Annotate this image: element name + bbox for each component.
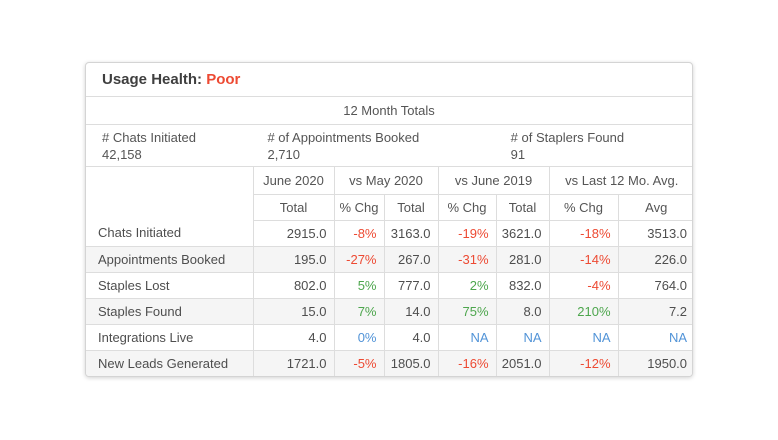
twelve-month-totals-header: 12 Month Totals: [86, 97, 692, 125]
kpi-row: # Chats Initiated 42,158 # of Appointmen…: [86, 125, 692, 167]
title-label: Usage Health:: [102, 71, 203, 88]
kpi-value: 42,158: [102, 147, 142, 162]
table-row: Staples Lost 802.0 5% 777.0 2% 832.0 -4% 764.0: [86, 272, 692, 299]
value-cell: 4.0: [252, 324, 334, 351]
value-cell: 777.0: [383, 272, 439, 299]
value-cell: 281.0: [495, 246, 550, 273]
value-cell: -31%: [437, 246, 497, 273]
value-cell: 1805.0: [383, 350, 439, 376]
value-cell: 267.0: [383, 246, 439, 273]
usage-table: June 2020 vs May 2020 vs June 2019 vs La…: [86, 167, 692, 376]
kpi-label: # of Staplers Found: [510, 130, 625, 145]
value-cell: 15.0: [252, 298, 334, 325]
kpi-label: # Chats Initiated: [102, 130, 196, 145]
kpi-staplers-found: # of Staplers Found 91: [495, 125, 692, 166]
status-badge: Poor: [206, 71, 241, 88]
value-cell: -27%: [333, 246, 384, 273]
value-cell: NA: [437, 324, 497, 351]
value-cell: 5%: [333, 272, 384, 299]
value-cell: 764.0: [617, 272, 692, 299]
value-cell: -5%: [333, 350, 384, 376]
value-cell: NA: [617, 324, 692, 351]
value-cell: -4%: [548, 272, 619, 299]
value-cell: 226.0: [617, 246, 692, 273]
table-row: New Leads Generated 1721.0 -5% 1805.0 -16% 20…: [86, 350, 692, 376]
value-cell: 832.0: [495, 272, 550, 299]
row-label: Integrations Live: [86, 324, 253, 351]
value-cell: 2915.0: [252, 220, 334, 247]
kpi-appointments-booked: # of Appointments Booked 2,710: [252, 125, 494, 166]
row-label: Staples Found: [86, 298, 253, 325]
value-cell: 8.0: [495, 298, 550, 325]
value-cell: 210%: [548, 298, 619, 325]
value-cell: 3163.0: [383, 220, 439, 247]
value-cell: 802.0: [252, 272, 334, 299]
kpi-value: 2,710: [267, 147, 301, 162]
kpi-label: # of Appointments Booked: [267, 130, 420, 145]
value-cell: -14%: [548, 246, 619, 273]
sub-header-pct-chg: % Chg: [437, 194, 497, 221]
group-header-june-2020: June 2020: [252, 167, 334, 195]
value-cell: NA: [495, 324, 550, 351]
usage-health-card: Usage Health: Poor 12 Month Totals # Cha…: [85, 62, 693, 377]
sub-header-row: Total % Chg Total % Chg Total % Chg Avg: [86, 194, 692, 221]
value-cell: 1950.0: [617, 350, 692, 376]
value-cell: 195.0: [252, 246, 334, 273]
group-header-vs-may-2020: vs May 2020: [333, 167, 439, 195]
group-header-vs-june-2019: vs June 2019: [437, 167, 550, 195]
row-label: Staples Lost: [86, 272, 253, 299]
kpi-value: 91: [510, 147, 526, 162]
kpi-chats-initiated: # Chats Initiated 42,158: [86, 125, 252, 166]
sub-header-total: Total: [495, 194, 550, 221]
value-cell: 2051.0: [495, 350, 550, 376]
table-row: Integrations Live 4.0 0% 4.0 NA NA NA NA: [86, 324, 692, 351]
sub-header-avg: Avg: [617, 194, 692, 221]
row-label: Chats Initiated: [86, 220, 253, 247]
value-cell: -12%: [548, 350, 619, 376]
row-label: Appointments Booked: [86, 246, 253, 273]
sub-header-total: Total: [252, 194, 334, 221]
value-cell: 4.0: [383, 324, 439, 351]
value-cell: 2%: [437, 272, 497, 299]
value-cell: 0%: [333, 324, 384, 351]
value-cell: 14.0: [383, 298, 439, 325]
card-title: Usage Health: Poor: [86, 63, 692, 97]
table-row: Chats Initiated 2915.0 -8% 3163.0 -19% 3621.0…: [86, 220, 692, 247]
sub-header-total: Total: [383, 194, 439, 221]
table-row: Staples Found 15.0 7% 14.0 75% 8.0 210% 7.2: [86, 298, 692, 325]
value-cell: -19%: [437, 220, 497, 247]
value-cell: 3621.0: [495, 220, 550, 247]
value-cell: NA: [548, 324, 619, 351]
value-cell: 7%: [333, 298, 384, 325]
group-header-row: June 2020 vs May 2020 vs June 2019 vs La…: [86, 167, 692, 195]
group-header-vs-last-12-mo-avg: vs Last 12 Mo. Avg.: [548, 167, 692, 195]
value-cell: -18%: [548, 220, 619, 247]
value-cell: 1721.0: [252, 350, 334, 376]
value-cell: 75%: [437, 298, 497, 325]
sub-header-pct-chg: % Chg: [548, 194, 619, 221]
value-cell: -16%: [437, 350, 497, 376]
header-spacer: [86, 167, 253, 220]
usage-table-body: Chats Initiated 2915.0 -8% 3163.0 -19% 3621.0…: [86, 220, 692, 376]
value-cell: 7.2: [617, 298, 692, 325]
sub-header-pct-chg: % Chg: [333, 194, 384, 221]
table-row: Appointments Booked 195.0 -27% 267.0 -31% 281…: [86, 246, 692, 273]
row-label: New Leads Generated: [98, 355, 229, 371]
value-cell: 3513.0: [617, 220, 692, 247]
value-cell: -8%: [333, 220, 384, 247]
